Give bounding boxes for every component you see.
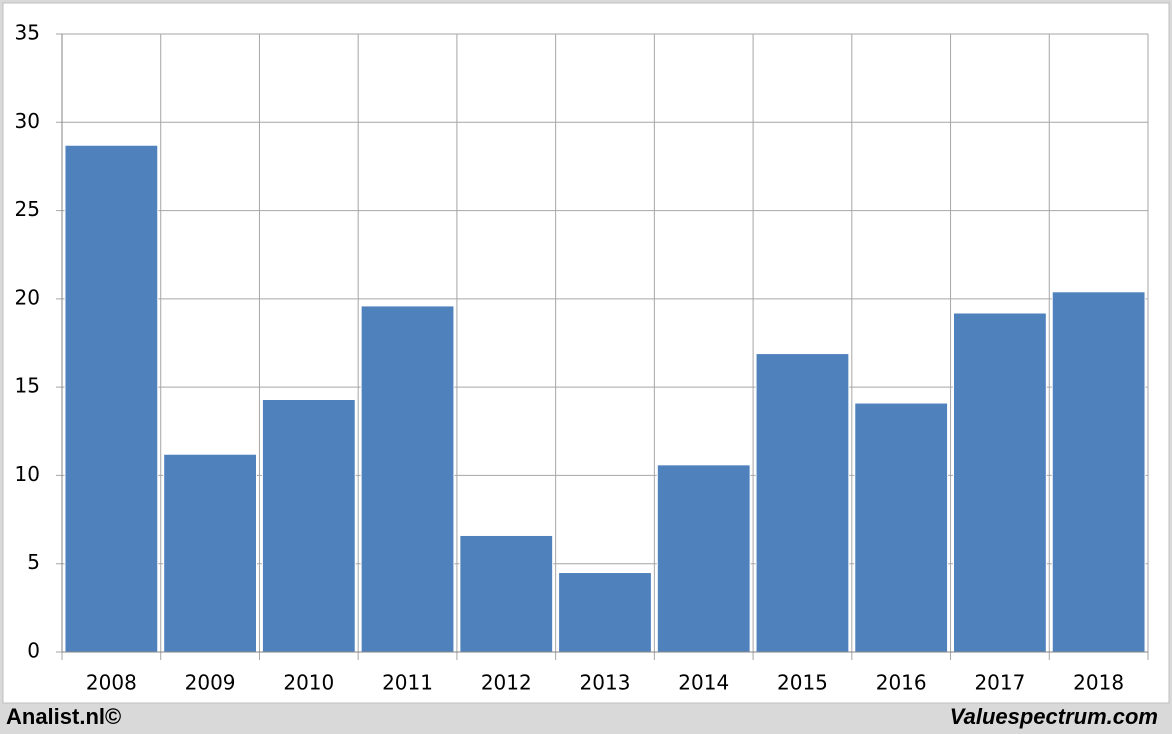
x-tick-label: 2010 [283, 671, 334, 695]
bar [360, 305, 455, 653]
footer-right: Valuespectrum.com [950, 704, 1158, 729]
y-tick-label: 35 [15, 21, 40, 45]
x-tick-label: 2008 [86, 671, 137, 695]
x-tick-label: 2009 [185, 671, 236, 695]
y-tick-label: 30 [15, 109, 40, 133]
bar [558, 572, 652, 653]
bar [261, 399, 356, 653]
x-tick-label: 2017 [974, 671, 1025, 695]
y-tick-label: 20 [15, 285, 40, 309]
y-tick-label: 10 [15, 462, 40, 486]
y-tick-label: 15 [15, 374, 40, 398]
bar [953, 312, 1047, 653]
x-tick-label: 2011 [382, 671, 433, 695]
x-tick-label: 2013 [580, 671, 631, 695]
bar [163, 453, 257, 653]
x-tick-label: 2018 [1073, 671, 1124, 695]
y-tick-label: 25 [15, 197, 40, 221]
x-tick-label: 2012 [481, 671, 532, 695]
x-tick-label: 2016 [876, 671, 927, 695]
bar [755, 353, 850, 653]
bar [854, 402, 949, 653]
y-tick-label: 0 [27, 639, 40, 663]
x-tick-label: 2014 [678, 671, 729, 695]
bar [656, 464, 751, 653]
bar [1051, 291, 1146, 653]
y-tick-label: 5 [27, 550, 40, 574]
x-tick-label: 2015 [777, 671, 828, 695]
footer-left: Analist.nl© [6, 704, 121, 729]
bar [64, 144, 159, 653]
bar [459, 534, 554, 653]
